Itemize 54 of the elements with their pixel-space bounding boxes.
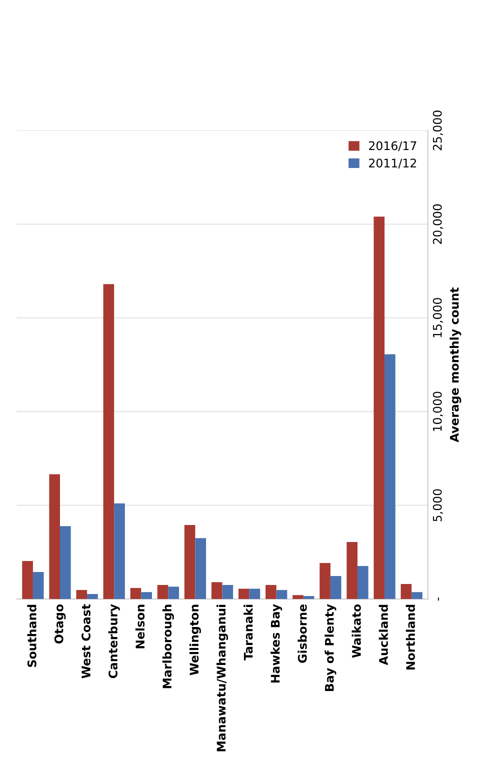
bar xyxy=(357,566,368,600)
bar xyxy=(303,596,314,600)
bar xyxy=(76,590,88,600)
x-tick-label: Southand xyxy=(27,604,36,667)
legend-label: 2011/12 xyxy=(369,158,416,168)
bar xyxy=(22,560,33,600)
bar xyxy=(346,542,358,600)
x-tick-label: Waikato xyxy=(352,604,361,658)
x-tick-label: West Coast xyxy=(82,604,90,678)
bar xyxy=(384,354,396,600)
y-tick-label: 15,000 xyxy=(432,298,444,338)
bar xyxy=(141,592,152,600)
bar xyxy=(157,584,168,600)
bar xyxy=(195,538,206,600)
bar xyxy=(87,594,98,600)
x-tick-label: Wellington xyxy=(189,604,201,676)
bar xyxy=(400,584,412,600)
y-tick-label: - xyxy=(438,597,439,601)
bar xyxy=(412,592,422,600)
bar xyxy=(103,284,114,600)
y-axis-title: Average monthly count xyxy=(450,287,462,442)
y-tick-label: 20,000 xyxy=(432,204,444,244)
x-tick-label: Otago xyxy=(54,604,66,644)
x-tick-label: Gisborne xyxy=(298,604,307,663)
bar xyxy=(184,524,196,600)
bar xyxy=(130,588,142,600)
bar xyxy=(320,563,330,600)
x-tick-label: Bay of Plenty xyxy=(324,604,336,692)
bar xyxy=(32,572,44,600)
bar xyxy=(249,588,260,600)
x-tick-label: Northland xyxy=(406,604,416,670)
x-tick-label: Auckland xyxy=(378,604,388,666)
bar xyxy=(168,586,179,600)
x-tick-label: Marlborough xyxy=(162,604,174,688)
x-tick-label: Manawatu/Whanganui xyxy=(216,604,228,752)
bar xyxy=(276,590,288,600)
x-tick-label: Taranaki xyxy=(244,604,253,660)
x-tick-label: Hawkes Bay xyxy=(270,604,282,683)
bar xyxy=(292,595,304,600)
bar xyxy=(238,588,250,600)
x-tick-label: Canterbury xyxy=(108,604,120,678)
y-tick-label: 5,000 xyxy=(432,489,444,522)
bar xyxy=(222,584,234,600)
legend-label: 2016/17 xyxy=(369,141,416,152)
bar xyxy=(114,503,125,600)
y-tick-label: 25,000 xyxy=(432,110,444,150)
bar xyxy=(49,474,60,600)
bar xyxy=(330,576,342,600)
y-tick-label: 10,000 xyxy=(432,392,444,431)
bar xyxy=(211,582,222,600)
bar xyxy=(266,584,276,600)
bar xyxy=(60,526,71,600)
x-tick-label: Nelson xyxy=(135,604,145,648)
bar xyxy=(374,216,385,600)
